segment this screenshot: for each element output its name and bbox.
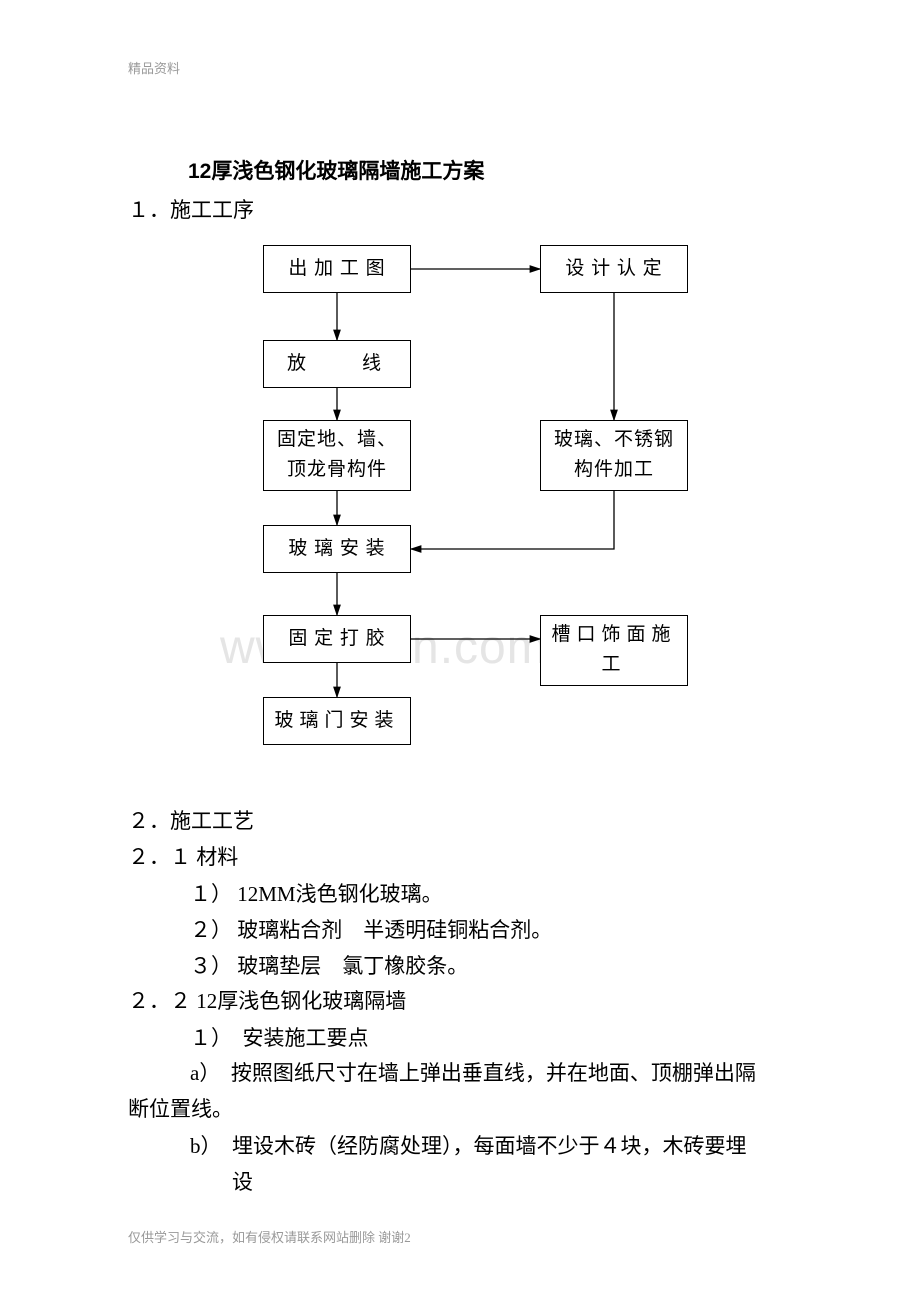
section-2-2-heading: ２．２ 12厚浅色钢化玻璃隔墙 [128, 986, 406, 1018]
install-item-1: １） 安装施工要点 [190, 1022, 369, 1052]
para-a: a） 按照图纸尺寸在墙上弹出垂直线，并在地面、顶棚弹出隔 [190, 1058, 790, 1090]
flow-node-n8: 槽口饰面施工 [540, 615, 688, 686]
para-b-line1: b） 埋设木砖（经防腐处理），每面墙不少于４块，木砖要埋 [190, 1130, 790, 1160]
material-item-1: １） 12MM浅色钢化玻璃。 [190, 878, 443, 908]
flow-edge-n5-n6 [411, 490, 614, 549]
flow-node-n3: 放 线 [263, 340, 411, 388]
flow-node-n9: 玻璃门安装 [263, 697, 411, 745]
section-1-heading: １．施工工序 [128, 194, 254, 224]
material-item-3: ３） 玻璃垫层 氯丁橡胶条。 [190, 950, 468, 980]
flowchart-arrows [128, 245, 788, 765]
section-2-heading: ２．施工工艺 [128, 806, 254, 838]
para-a-line2: 断位置线。 [128, 1094, 233, 1126]
para-a-line1: a） 按照图纸尺寸在墙上弹出垂直线，并在地面、顶棚弹出隔 [190, 1061, 756, 1085]
para-b-line2: 设 [232, 1166, 253, 1196]
flowchart-container: 出 加 工 图 设 计 认 定放 线固定地、墙、 顶龙骨构件 玻璃、不锈钢 构件加工… [128, 245, 788, 765]
footer-page: 2 [404, 1230, 411, 1245]
material-item-2: ２） 玻璃粘合剂 半透明硅铜粘合剂。 [190, 914, 552, 944]
flow-node-n6: 玻 璃 安 装 [263, 525, 411, 573]
footer-text: 仅供学习与交流，如有侵权请联系网站删除 谢谢 [128, 1230, 404, 1245]
footer: 仅供学习与交流，如有侵权请联系网站删除 谢谢2 [128, 1227, 411, 1246]
header-label: 精品资料 [128, 58, 180, 77]
document-title: 12厚浅色钢化玻璃隔墙施工方案 [188, 155, 484, 185]
flow-node-n4: 固定地、墙、 顶龙骨构件 [263, 420, 411, 491]
flow-node-n7: 固 定 打 胶 [263, 615, 411, 663]
flow-node-n2: 设 计 认 定 [540, 245, 688, 293]
flow-node-n1: 出 加 工 图 [263, 245, 411, 293]
section-2-1-heading: ２．１ 材料 [128, 842, 238, 874]
flow-node-n5: 玻璃、不锈钢 构件加工 [540, 420, 688, 491]
